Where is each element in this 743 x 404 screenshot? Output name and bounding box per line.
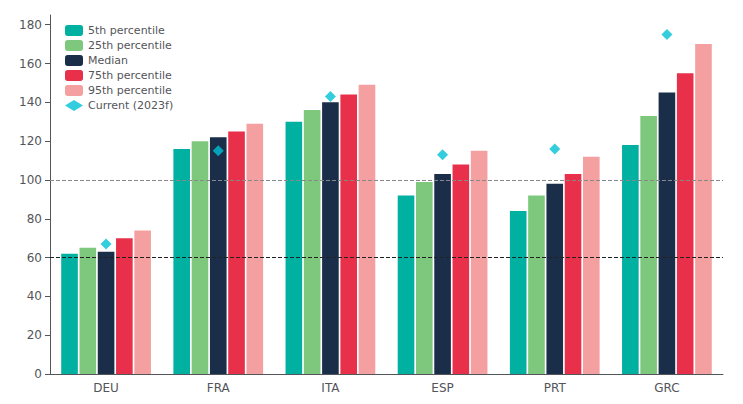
svg-text:40: 40	[27, 289, 42, 303]
svg-text:95th percentile: 95th percentile	[88, 84, 172, 97]
svg-text:Median: Median	[88, 54, 128, 67]
svg-text:ITA: ITA	[321, 381, 340, 395]
svg-text:DEU: DEU	[93, 381, 119, 395]
svg-text:FRA: FRA	[207, 381, 231, 395]
svg-text:GRC: GRC	[654, 381, 679, 395]
svg-text:25th percentile: 25th percentile	[88, 39, 172, 52]
svg-text:160: 160	[19, 57, 42, 71]
svg-text:Current (2023f): Current (2023f)	[88, 99, 173, 112]
svg-text:140: 140	[19, 95, 42, 109]
svg-text:PRT: PRT	[544, 381, 567, 395]
svg-text:80: 80	[27, 212, 42, 226]
svg-text:180: 180	[19, 18, 42, 32]
svg-text:0: 0	[34, 367, 42, 381]
svg-text:100: 100	[19, 173, 42, 187]
svg-text:60: 60	[27, 251, 42, 265]
svg-text:ESP: ESP	[431, 381, 453, 395]
svg-text:20: 20	[27, 328, 42, 342]
svg-text:75th percentile: 75th percentile	[88, 69, 172, 82]
svg-text:120: 120	[19, 134, 42, 148]
svg-text:5th percentile: 5th percentile	[88, 24, 165, 37]
